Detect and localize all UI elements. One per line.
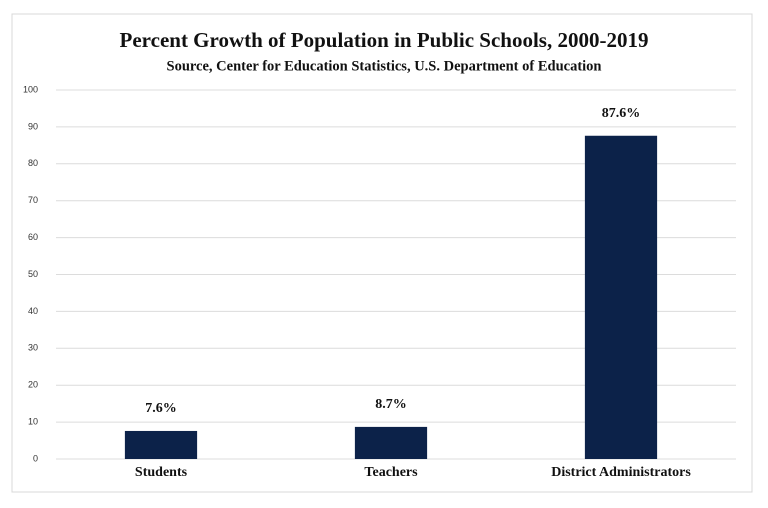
y-tick-label: 100: [23, 84, 38, 94]
x-tick-label: Students: [135, 465, 188, 480]
value-label: 8.7%: [375, 397, 407, 412]
chart-title: Percent Growth of Population in Public S…: [120, 28, 649, 52]
y-tick-label: 0: [33, 453, 38, 463]
bar: [354, 426, 428, 459]
y-tick-label: 90: [28, 121, 38, 131]
y-tick-label: 20: [28, 380, 38, 390]
value-label: 7.6%: [145, 401, 177, 416]
value-label: 87.6%: [602, 106, 641, 121]
y-tick-label: 60: [28, 232, 38, 242]
y-tick-label: 30: [28, 343, 38, 353]
y-tick-label: 50: [28, 269, 38, 279]
bar: [124, 430, 198, 459]
y-tick-label: 40: [28, 306, 38, 316]
y-tick-label: 70: [28, 195, 38, 205]
bar: [584, 135, 658, 460]
x-tick-label: Teachers: [364, 465, 418, 480]
y-tick-label: 80: [28, 158, 38, 168]
y-tick-label: 10: [28, 416, 38, 426]
x-tick-label: District Administrators: [551, 465, 691, 480]
chart-subtitle: Source, Center for Education Statistics,…: [167, 58, 602, 74]
